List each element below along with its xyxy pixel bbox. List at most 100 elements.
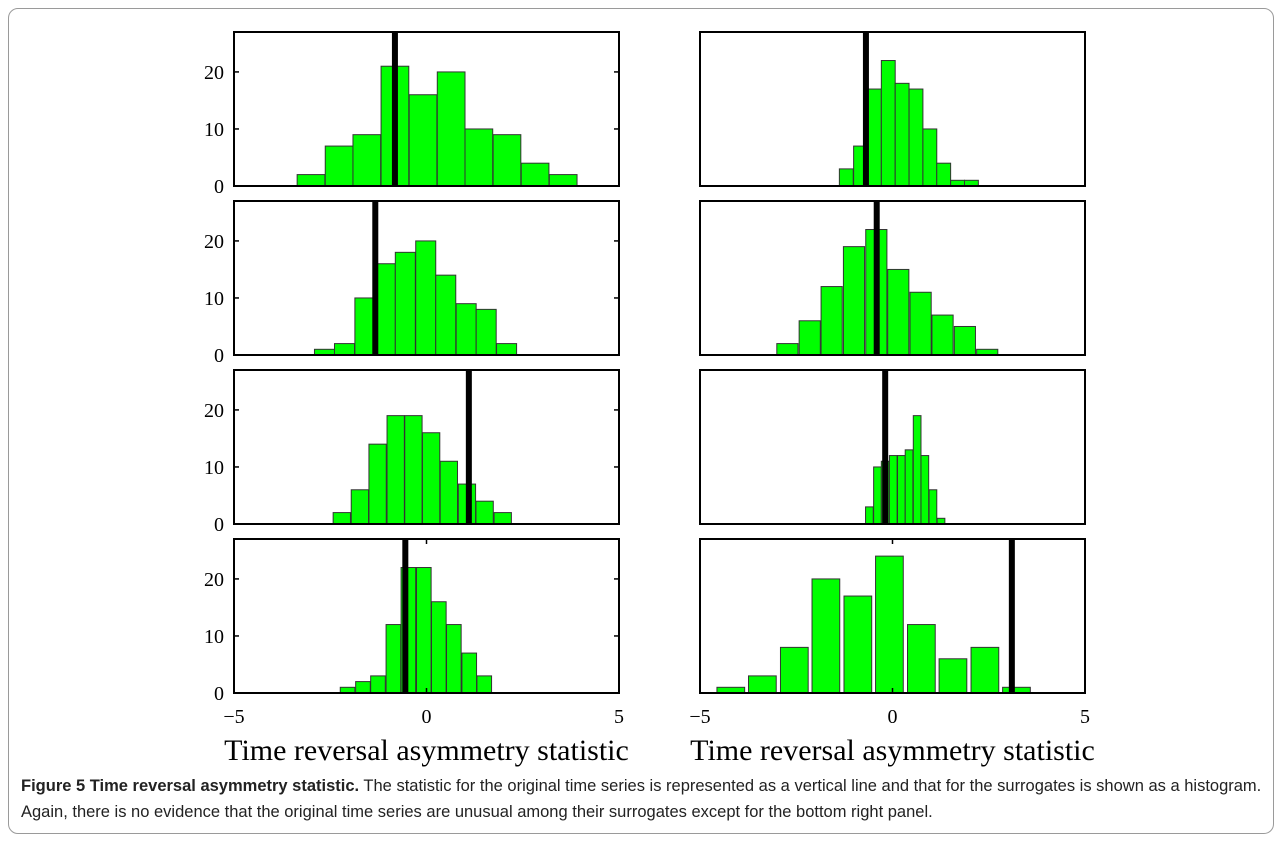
axes-box — [233, 31, 620, 187]
y-tick-label: 0 — [214, 683, 224, 705]
histogram-bar — [887, 268, 910, 356]
histogram-panel-1: 0 10 20 — [204, 31, 620, 198]
histogram-panel-2 — [699, 31, 1086, 187]
histogram-bar — [496, 343, 518, 356]
histogram-bar — [938, 658, 968, 694]
y-tick-label: 10 — [204, 288, 224, 310]
histogram-bar — [843, 595, 873, 694]
histogram-bar — [435, 274, 457, 356]
histogram-bar — [888, 455, 898, 525]
histogram-bar — [394, 251, 416, 356]
histogram-bar — [368, 443, 387, 525]
x-axis-label: Time reversal asymmetry statistic — [224, 734, 629, 767]
histogram-bar — [865, 506, 874, 525]
histogram-bar — [820, 286, 843, 356]
histogram-bar — [350, 489, 370, 525]
histogram-bar — [408, 94, 438, 187]
x-tick-label: 5 — [614, 706, 624, 728]
histogram-bar — [415, 567, 432, 694]
histogram-panel-4 — [699, 200, 1086, 356]
axes-box — [699, 31, 1086, 187]
caption-title: Figure 5 Time reversal asymmetry statist… — [21, 777, 360, 795]
histogram-bar — [922, 128, 938, 187]
histogram-bar — [875, 555, 904, 694]
caption-text: The statistic for the original time seri… — [21, 777, 1262, 821]
histogram-bar — [461, 652, 478, 694]
histogram-bar — [404, 415, 423, 525]
histogram-bar — [385, 624, 402, 694]
y-tick-label: 10 — [204, 119, 224, 141]
histogram-bar — [475, 500, 494, 525]
histogram-bar — [904, 449, 914, 525]
histogram-bar — [908, 88, 924, 187]
x-tick-label: 0 — [888, 706, 898, 728]
histogram-bar — [455, 303, 477, 356]
axes-box — [233, 369, 620, 525]
histogram-bar — [970, 646, 1000, 694]
axes-box — [699, 369, 1086, 525]
x-tick-label: −5 — [689, 706, 710, 728]
histogram-bar — [779, 646, 809, 694]
histogram-bar — [776, 343, 799, 356]
histogram-bar — [354, 297, 376, 356]
histogram-bar — [421, 432, 441, 525]
histogram-bar — [492, 134, 522, 187]
histogram-bar — [493, 512, 512, 525]
histogram-bar — [953, 325, 976, 356]
histogram-bar — [873, 466, 882, 525]
figure-frame — [8, 8, 1274, 834]
histogram-bar — [811, 578, 841, 694]
histogram-bar — [897, 455, 906, 525]
histogram-panel-5: 0 10 20 — [204, 369, 620, 536]
histogram-bar — [920, 455, 930, 525]
y-tick-label: 0 — [214, 514, 224, 536]
histogram-bar — [415, 240, 437, 356]
histogram-bar — [548, 174, 578, 187]
histogram-bar — [936, 162, 952, 187]
histogram-bar — [907, 624, 936, 694]
histogram-panel-8: −5 0 5 Time reversal asymmetry statistic — [689, 538, 1095, 767]
y-tick-label: 0 — [214, 176, 224, 198]
histogram-bar — [436, 71, 466, 187]
axes-box — [699, 200, 1086, 356]
x-tick-label: −5 — [223, 706, 244, 728]
y-tick-label: 20 — [204, 400, 224, 422]
histogram-bar — [798, 320, 821, 356]
histogram-bar — [931, 314, 954, 356]
y-tick-label: 20 — [204, 231, 224, 253]
histogram-bar — [880, 60, 896, 187]
x-tick-label: 5 — [1080, 706, 1090, 728]
histogram-bar — [520, 162, 550, 187]
y-tick-label: 10 — [204, 626, 224, 648]
histogram-bar — [912, 415, 922, 525]
y-tick-label: 20 — [204, 569, 224, 591]
histogram-bar — [838, 168, 854, 187]
histogram-bar — [928, 489, 938, 525]
histogram-bar — [464, 128, 494, 187]
histogram-bar — [370, 675, 386, 694]
figure-caption: Figure 5 Time reversal asymmetry statist… — [21, 773, 1266, 825]
histogram-bar — [439, 460, 458, 525]
histogram-bar — [866, 88, 882, 187]
histogram-bar — [748, 675, 777, 694]
histogram-bar — [431, 601, 447, 694]
histogram-bar — [355, 681, 371, 694]
histogram-bar — [476, 675, 493, 694]
histogram-bar — [909, 291, 932, 356]
histogram-bar — [332, 512, 351, 525]
y-tick-label: 20 — [204, 62, 224, 84]
histogram-bar — [352, 134, 382, 187]
x-tick-label: 0 — [422, 706, 432, 728]
histogram-panel-6 — [699, 369, 1086, 525]
histogram-bar — [333, 343, 356, 356]
y-tick-label: 10 — [204, 457, 224, 479]
histogram-panel-3: 0 10 20 — [204, 200, 620, 367]
histogram-bar — [842, 246, 866, 356]
y-tick-label: 0 — [214, 345, 224, 367]
axes-box — [233, 200, 620, 356]
x-axis-label: Time reversal asymmetry statistic — [690, 734, 1095, 767]
histogram-bar — [894, 82, 910, 187]
histogram-bar — [446, 624, 462, 694]
